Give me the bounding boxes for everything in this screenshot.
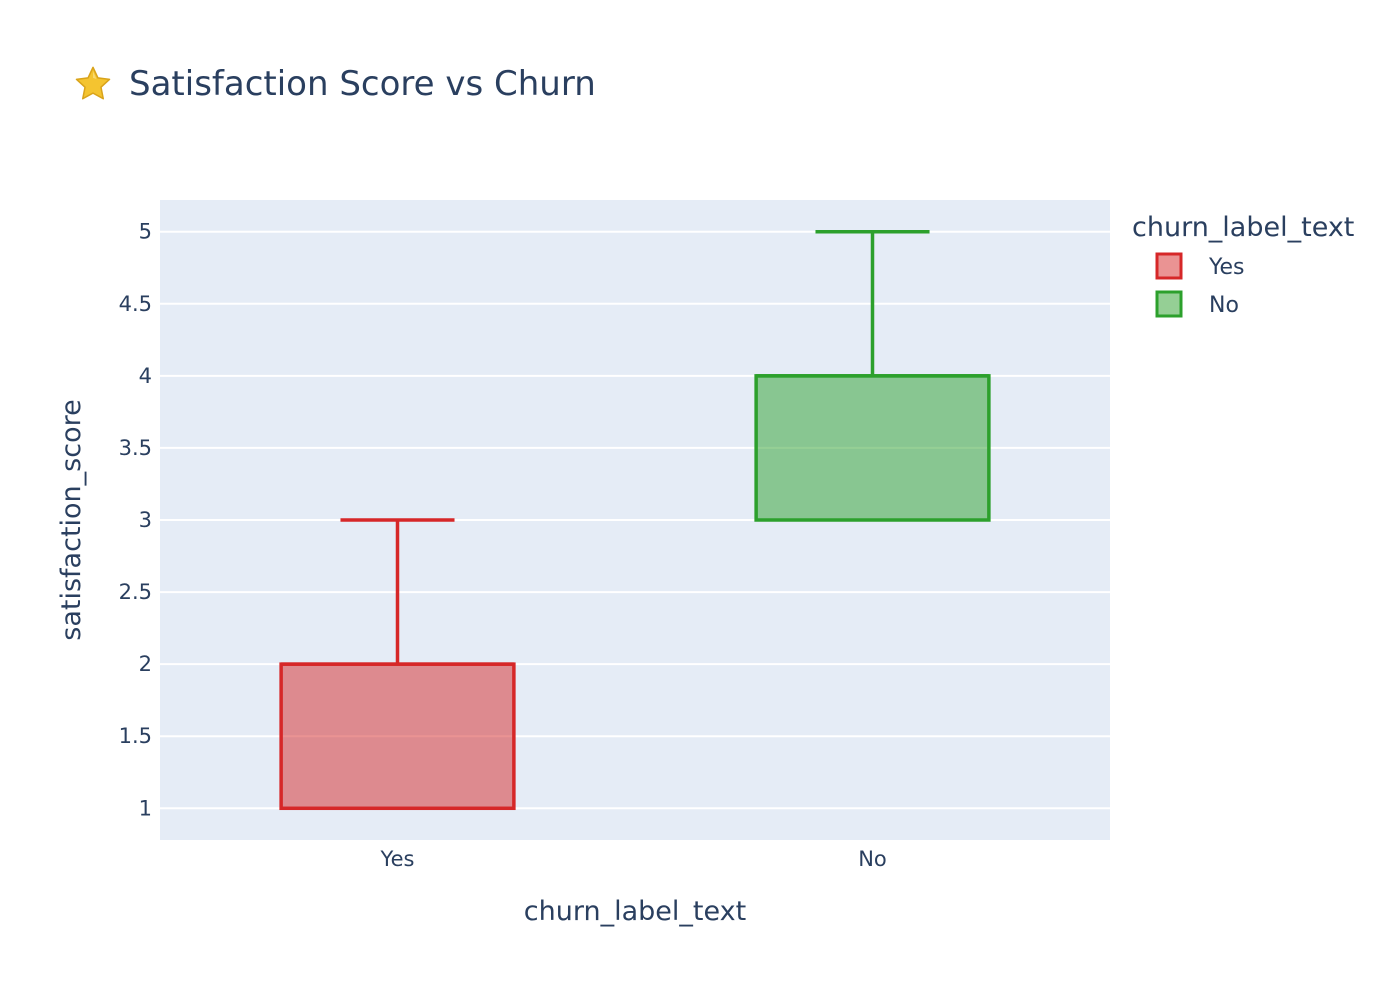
y-tick-label: 1.5 (119, 724, 152, 748)
y-tick-label: 3 (139, 508, 152, 532)
box-series (279, 229, 991, 811)
chart-title-text: Satisfaction Score vs Churn (129, 64, 596, 104)
x-axis-ticks: Yes No (380, 847, 887, 871)
y-tick-label: 2.5 (119, 580, 152, 604)
legend-swatch (1155, 252, 1183, 280)
legend-item-no[interactable]: No (1155, 290, 1239, 318)
star-icon (75, 66, 111, 100)
legend-swatch (1155, 290, 1183, 318)
y-tick-label: 5 (139, 220, 152, 244)
y-tick-label: 1 (139, 796, 152, 820)
y-axis-ticks: 1 1.5 2 2.5 3 3.5 4 4.5 5 (119, 220, 152, 821)
legend[interactable]: churn_label_text Yes No (1132, 212, 1354, 318)
legend-title: churn_label_text (1132, 212, 1354, 243)
y-tick-label: 4.5 (119, 292, 152, 316)
x-tick-label: No (858, 847, 887, 871)
box-yes[interactable] (279, 518, 516, 811)
box-body (754, 374, 991, 522)
legend-label: No (1209, 293, 1239, 318)
legend-item-yes[interactable]: Yes (1155, 252, 1245, 280)
legend-label: Yes (1208, 255, 1245, 280)
y-tick-label: 3.5 (119, 436, 152, 460)
box-no[interactable] (754, 229, 991, 522)
x-axis-title: churn_label_text (524, 896, 746, 927)
y-axis-title: satisfaction_score (56, 399, 87, 640)
y-tick-label: 4 (139, 364, 152, 388)
x-tick-label: Yes (380, 847, 415, 871)
chart-title: Satisfaction Score vs Churn (74, 64, 596, 104)
box-body (279, 662, 516, 811)
y-tick-label: 2 (139, 652, 152, 676)
